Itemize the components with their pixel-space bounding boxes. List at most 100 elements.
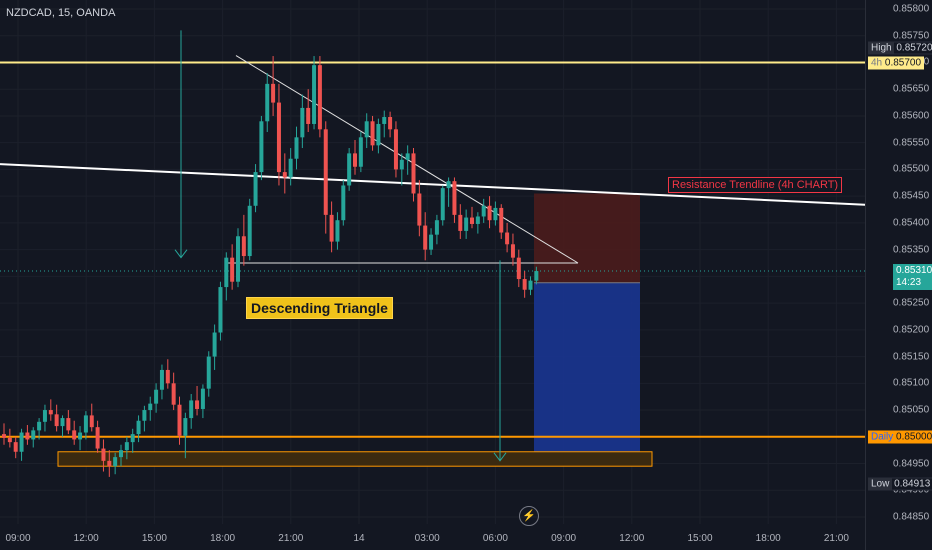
resistance-trendline xyxy=(0,163,865,206)
time-tick: 12:00 xyxy=(73,533,99,544)
candle xyxy=(405,153,410,160)
candle xyxy=(317,65,322,130)
candle xyxy=(358,137,363,167)
candle xyxy=(124,442,129,451)
candle xyxy=(189,400,194,419)
daily-level-label: Daily 0.85000 xyxy=(868,430,932,444)
candle xyxy=(534,271,539,281)
stop-loss-zone xyxy=(534,193,640,283)
candle xyxy=(370,121,375,146)
candle xyxy=(113,457,118,467)
candle xyxy=(493,207,498,221)
candle xyxy=(434,220,439,235)
time-axis[interactable]: 09:00 12:00 15:00 18:00 21:00 14 03:00 06:00 09:… xyxy=(0,524,865,550)
price-tick: 0.85150 xyxy=(893,351,930,363)
low-label: Low 0.84913 xyxy=(868,477,932,491)
candle xyxy=(19,432,24,452)
candle xyxy=(148,403,153,411)
candle xyxy=(130,434,135,443)
candle xyxy=(159,369,164,390)
price-tick: 0.85250 xyxy=(893,297,930,309)
candle xyxy=(136,420,141,435)
pattern-label: Descending Triangle xyxy=(246,297,393,319)
price-tick: 0.85800 xyxy=(893,3,930,15)
time-tick: 21:00 xyxy=(278,533,304,544)
lightning-icon[interactable]: ⚡ xyxy=(519,506,539,526)
candle xyxy=(48,410,53,415)
time-tick: 21:00 xyxy=(823,533,849,544)
price-tick: 0.85750 xyxy=(893,30,930,42)
price-tick: 0.85350 xyxy=(893,244,930,256)
candle xyxy=(42,410,47,422)
candle xyxy=(13,442,18,452)
support-zone xyxy=(57,451,653,467)
candle xyxy=(95,427,100,449)
candle xyxy=(247,205,252,257)
time-tick: 15:00 xyxy=(141,533,167,544)
candle xyxy=(66,418,71,431)
candle xyxy=(101,448,106,461)
candle xyxy=(364,121,369,138)
candle xyxy=(347,153,352,186)
symbol-title: NZDCAD, 15, OANDA xyxy=(6,7,116,19)
time-tick: 18:00 xyxy=(755,533,781,544)
candle xyxy=(177,404,182,436)
candle xyxy=(265,83,270,122)
price-tick: 0.84850 xyxy=(893,511,930,523)
candlestick-series xyxy=(2,56,539,477)
candle xyxy=(271,83,276,103)
bar-countdown: 14:23 xyxy=(896,277,922,288)
level-4h-label: 4h 0.85700 xyxy=(868,56,925,70)
candle xyxy=(429,234,434,250)
candle xyxy=(25,432,30,440)
candle xyxy=(142,410,147,421)
resistance-trendline-label: Resistance Trendline (4h CHART) xyxy=(668,177,843,193)
price-axis[interactable]: 0.848500.849000.849500.850000.850500.851… xyxy=(865,0,932,550)
candle xyxy=(393,129,398,170)
candle xyxy=(411,153,416,194)
price-tick: 0.85100 xyxy=(893,377,930,389)
price-chart[interactable] xyxy=(0,0,865,524)
candle xyxy=(165,369,170,384)
down-arrow-head xyxy=(493,452,507,462)
price-tick: 0.85500 xyxy=(893,163,930,175)
candle xyxy=(183,418,188,436)
price-tick: 0.85400 xyxy=(893,217,930,229)
chart-grid xyxy=(0,0,865,524)
price-tick: 0.85200 xyxy=(893,324,930,336)
candle xyxy=(329,214,334,242)
candle xyxy=(528,280,533,290)
candle xyxy=(276,102,281,173)
candle xyxy=(382,117,387,124)
candle xyxy=(206,356,211,389)
candle xyxy=(312,65,317,124)
price-tick: 0.85650 xyxy=(893,83,930,95)
candle xyxy=(195,400,200,409)
candle xyxy=(388,117,393,130)
candle xyxy=(212,332,217,357)
time-tick: 18:00 xyxy=(210,533,236,544)
candle xyxy=(119,450,123,458)
candle xyxy=(499,207,504,233)
candle xyxy=(423,225,428,250)
candle xyxy=(60,418,65,427)
take-profit-zone xyxy=(534,282,640,461)
candle xyxy=(452,181,457,215)
current-price-label: 0.85310 14:23 xyxy=(893,264,932,290)
candle xyxy=(516,257,521,280)
candle xyxy=(288,158,293,178)
time-tick: 12:00 xyxy=(619,533,645,544)
time-tick: 14 xyxy=(353,533,365,544)
candle xyxy=(458,214,463,231)
candle xyxy=(171,383,176,405)
candle xyxy=(236,236,240,282)
candle xyxy=(89,415,94,428)
candle xyxy=(72,430,77,440)
time-tick: 09:00 xyxy=(551,533,577,544)
candle xyxy=(200,388,205,409)
candle xyxy=(323,129,328,215)
candle xyxy=(2,434,6,438)
candle xyxy=(107,460,112,467)
price-tick: 0.85450 xyxy=(893,190,930,202)
candle xyxy=(218,287,223,333)
